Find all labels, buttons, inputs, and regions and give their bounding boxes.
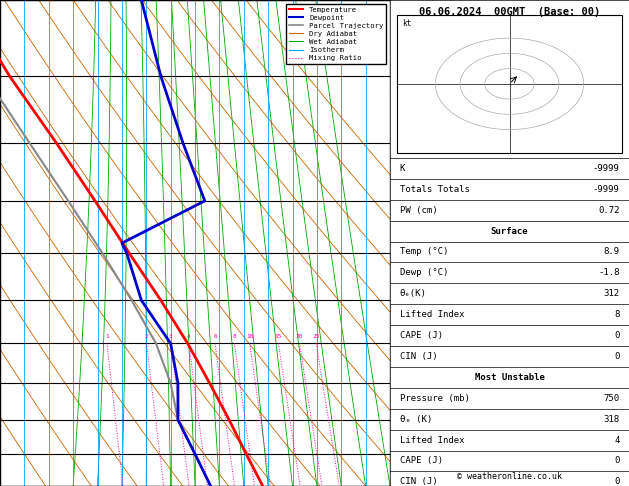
Text: 750: 750 — [603, 394, 620, 403]
Text: -9999: -9999 — [593, 185, 620, 194]
Text: 0: 0 — [614, 456, 620, 466]
Text: CAPE (J): CAPE (J) — [399, 456, 443, 466]
Bar — [397, 15, 622, 153]
Text: 312: 312 — [603, 289, 620, 298]
Text: 318: 318 — [603, 415, 620, 424]
Text: Temp (°C): Temp (°C) — [399, 247, 448, 257]
Text: -5: -5 — [396, 252, 404, 261]
Text: -6: -6 — [396, 170, 404, 179]
Text: © weatheronline.co.uk: © weatheronline.co.uk — [457, 472, 562, 481]
Text: 0: 0 — [614, 352, 620, 361]
Text: K: K — [399, 164, 405, 173]
Text: 20: 20 — [296, 334, 303, 339]
Text: 15: 15 — [275, 334, 282, 339]
Text: 0.72: 0.72 — [598, 206, 620, 215]
Text: Mixing Ratio (g/kg): Mixing Ratio (g/kg) — [421, 199, 430, 287]
Text: CIN (J): CIN (J) — [399, 352, 437, 361]
Text: 8: 8 — [614, 310, 620, 319]
Text: θₑ(K): θₑ(K) — [399, 289, 426, 298]
Text: Lifted Index: Lifted Index — [399, 310, 464, 319]
Text: -1.8: -1.8 — [598, 268, 620, 278]
Text: Surface: Surface — [491, 226, 528, 236]
Text: 0: 0 — [614, 331, 620, 340]
Text: Lifted Index: Lifted Index — [399, 435, 464, 445]
Text: 0: 0 — [614, 477, 620, 486]
Text: 06.06.2024  00GMT  (Base: 00): 06.06.2024 00GMT (Base: 00) — [419, 7, 600, 17]
Text: 2: 2 — [145, 334, 148, 339]
Text: CIN (J): CIN (J) — [399, 477, 437, 486]
Text: 8.9: 8.9 — [603, 247, 620, 257]
Text: -4: -4 — [396, 335, 404, 344]
Text: 3: 3 — [169, 334, 173, 339]
Legend: Temperature, Dewpoint, Parcel Trajectory, Dry Adiabat, Wet Adiabat, Isotherm, Mi: Temperature, Dewpoint, Parcel Trajectory… — [286, 3, 386, 64]
Text: -7: -7 — [396, 86, 404, 95]
Text: 4: 4 — [614, 435, 620, 445]
Text: Most Unstable: Most Unstable — [474, 373, 545, 382]
Text: kt: kt — [402, 19, 411, 29]
Text: 6: 6 — [213, 334, 217, 339]
Text: LCL: LCL — [396, 413, 409, 422]
Text: 1: 1 — [105, 334, 109, 339]
Text: -3: -3 — [396, 416, 404, 425]
Text: 10: 10 — [246, 334, 253, 339]
Text: PW (cm): PW (cm) — [399, 206, 437, 215]
Text: θₑ (K): θₑ (K) — [399, 415, 432, 424]
Text: 25: 25 — [313, 334, 320, 339]
Text: CAPE (J): CAPE (J) — [399, 331, 443, 340]
Text: 8: 8 — [233, 334, 237, 339]
Text: -9999: -9999 — [593, 164, 620, 173]
Text: -8: -8 — [396, 2, 404, 11]
Text: Pressure (mb): Pressure (mb) — [399, 394, 469, 403]
Text: Totals Totals: Totals Totals — [399, 185, 469, 194]
Text: 4: 4 — [187, 334, 191, 339]
Text: Dewp (°C): Dewp (°C) — [399, 268, 448, 278]
